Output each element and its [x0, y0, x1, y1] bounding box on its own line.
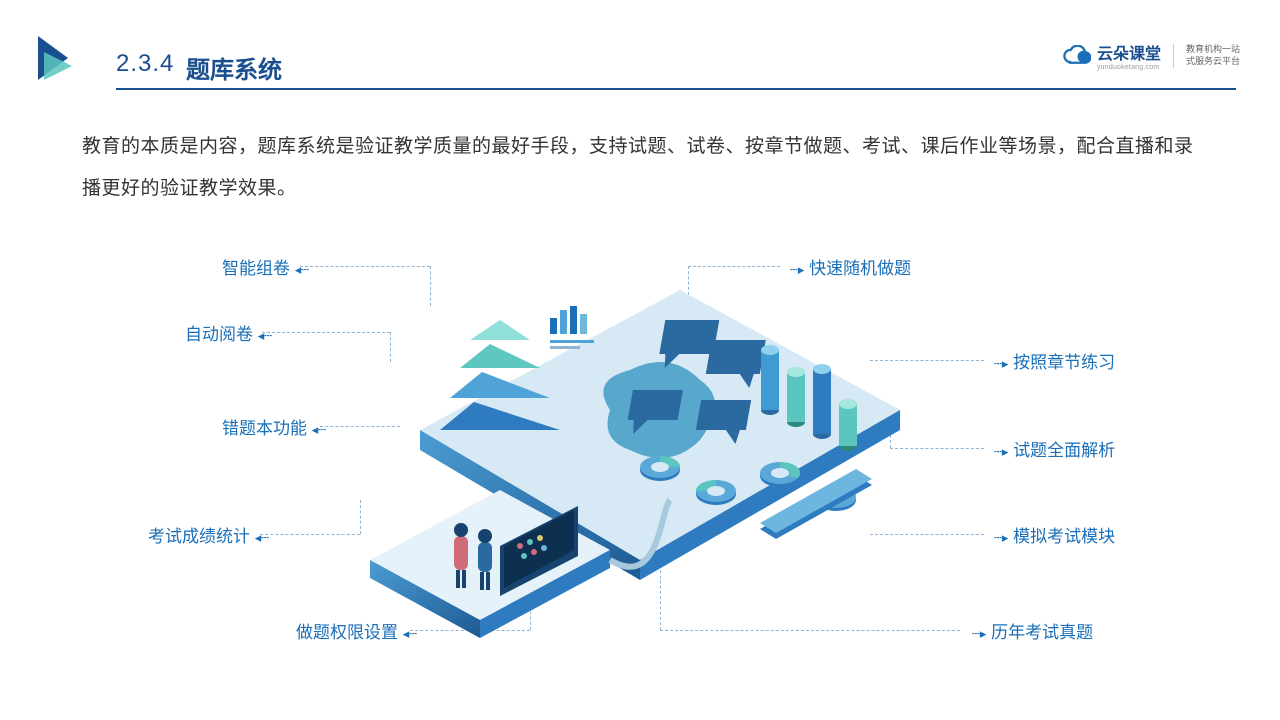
section-title: 题库系统	[186, 50, 282, 85]
logo-text: 云朵课堂	[1097, 40, 1161, 64]
logo-tagline: 教育机构一站 式服务云平台	[1186, 44, 1240, 67]
feature-label: 考试成绩统计 ◂┄	[148, 522, 269, 547]
feature-label: ┄▸ 历年考试真题	[972, 618, 1093, 643]
logo-domain: yunduoketang.com	[1097, 64, 1161, 71]
cloud-icon	[1061, 45, 1091, 67]
feature-label: 自动阅卷 ◂┄	[185, 320, 272, 345]
isometric-illustration	[360, 260, 920, 660]
feature-label: ┄▸ 模拟考试模块	[994, 522, 1115, 547]
header-underline	[116, 88, 1236, 90]
brand-logo: 云朵课堂 yunduoketang.com 教育机构一站 式服务云平台	[1061, 40, 1240, 71]
logo-separator	[1173, 44, 1174, 68]
feature-label: ┄▸ 试题全面解析	[994, 436, 1115, 461]
header-icon	[38, 36, 82, 84]
feature-label: ┄▸ 按照章节练习	[994, 348, 1115, 373]
feature-label: 智能组卷 ◂┄	[222, 254, 309, 279]
feature-diagram: 智能组卷 ◂┄自动阅卷 ◂┄错题本功能 ◂┄考试成绩统计 ◂┄做题权限设置 ◂┄…	[0, 220, 1280, 700]
section-number: 2.3.4	[116, 50, 174, 78]
feature-label: 错题本功能 ◂┄	[222, 414, 326, 439]
section-description: 教育的本质是内容，题库系统是验证教学质量的最好手段，支持试题、试卷、按章节做题、…	[82, 126, 1202, 210]
